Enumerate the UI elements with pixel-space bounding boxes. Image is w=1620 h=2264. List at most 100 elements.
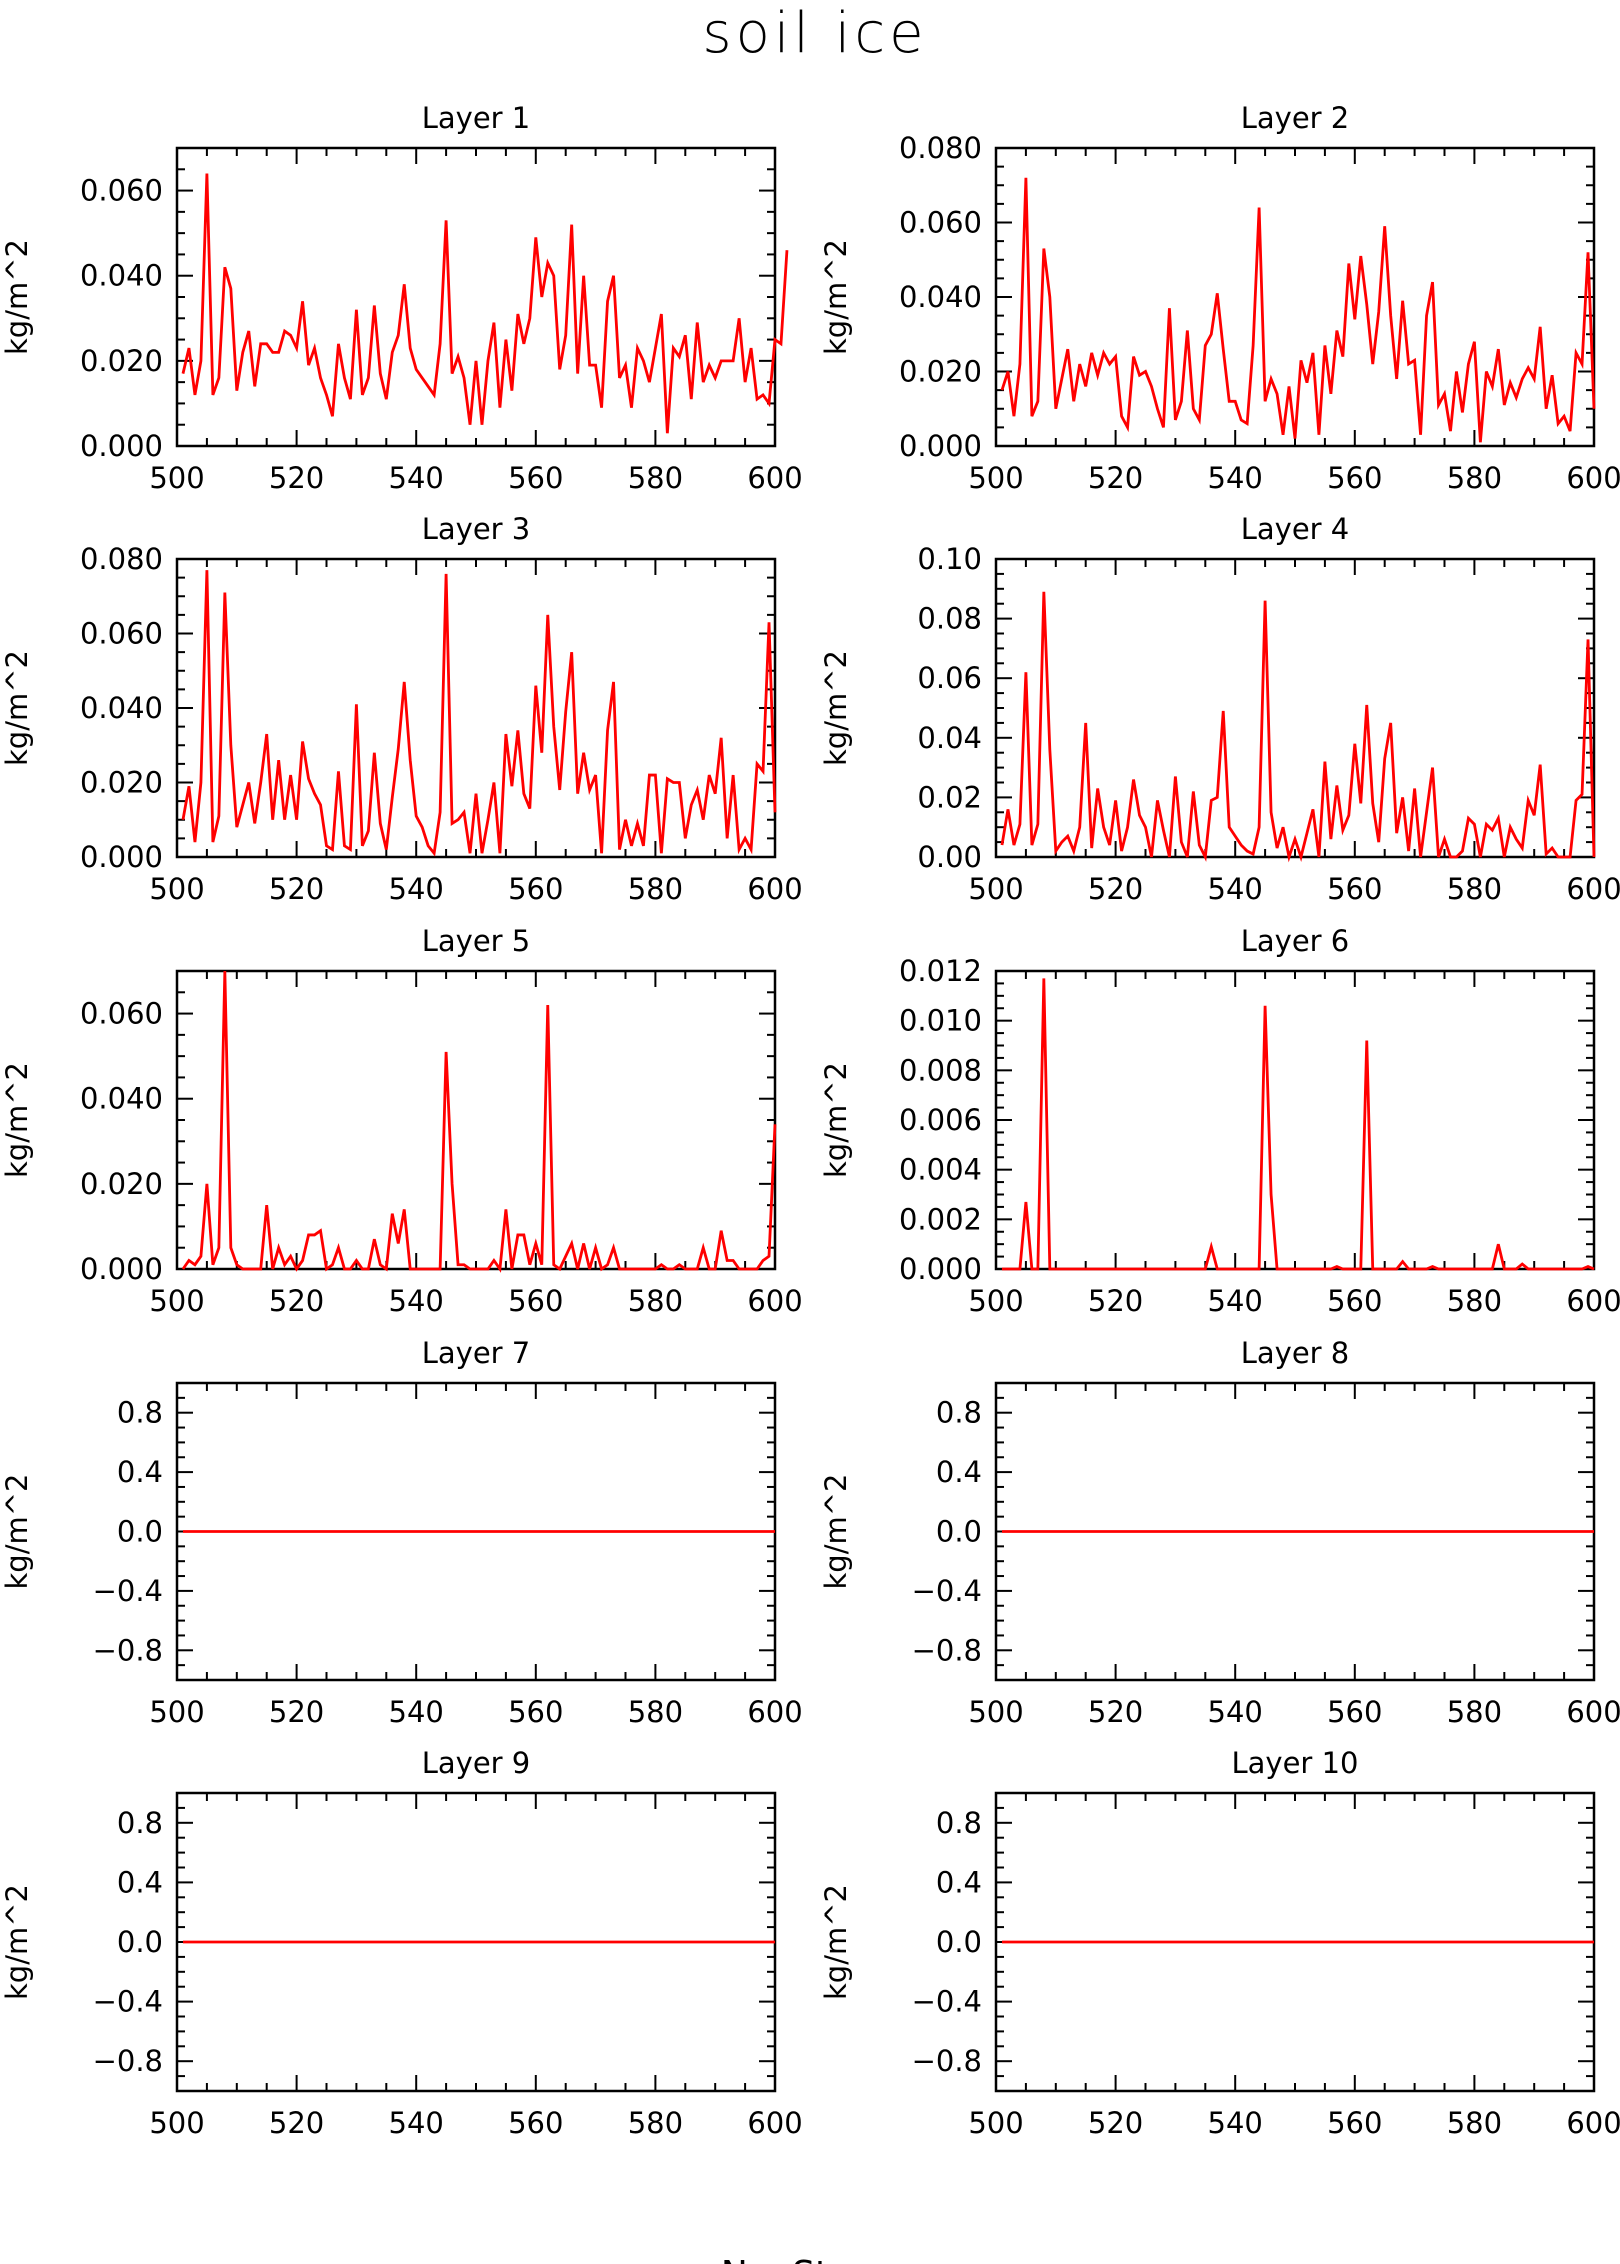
y-axis-label: kg/m^2 — [0, 650, 34, 766]
panel-title: Layer 3 — [422, 512, 531, 546]
y-tick-label: 0.060 — [80, 997, 163, 1031]
series-line — [181, 570, 777, 857]
y-axis-label: kg/m^2 — [819, 1474, 853, 1590]
x-tick-label: 560 — [508, 1284, 563, 1318]
plot-frame — [175, 146, 777, 448]
x-tick-label: 600 — [747, 1695, 802, 1729]
x-tick-label: 500 — [968, 2106, 1023, 2140]
y-axis-label: kg/m^2 — [819, 1884, 853, 2000]
y-tick-label: −0.4 — [912, 1574, 982, 1608]
plot-frame — [175, 557, 777, 859]
x-tick-label: 600 — [747, 1284, 802, 1318]
figure-xlabel: No. St — [721, 2254, 829, 2264]
panel-title: Layer 6 — [1241, 924, 1350, 958]
panel-title: Layer 9 — [422, 1746, 531, 1780]
x-tick-label: 540 — [1208, 2106, 1263, 2140]
panel-layer-5: 500 520 540 560 580 600 0.000 0.020 0.040 0.060 La… — [0, 924, 803, 1318]
series-line — [1000, 591, 1596, 863]
y-tick-label: 0.000 — [80, 1252, 163, 1286]
x-tick-label: 580 — [628, 461, 683, 495]
x-tick-label: 540 — [389, 1695, 444, 1729]
panel-title: Layer 2 — [1241, 101, 1350, 135]
x-tick-label: 600 — [1566, 1284, 1620, 1318]
panel-layer-4: 500 520 540 560 580 600 0.00 0.02 0.04 0.06 0.08 0.… — [819, 512, 1620, 906]
x-tick-label: 600 — [747, 461, 802, 495]
x-tick-label: 540 — [389, 2106, 444, 2140]
x-tick-label: 540 — [389, 461, 444, 495]
x-tick-label: 520 — [1088, 1695, 1143, 1729]
x-tick-label: 580 — [1447, 461, 1502, 495]
y-tick-label: 0.06 — [917, 661, 982, 695]
x-tick-label: 600 — [1566, 1695, 1620, 1729]
panel-title: Layer 10 — [1232, 1746, 1359, 1780]
x-tick-label: 600 — [747, 872, 802, 906]
x-tick-label: 580 — [628, 1695, 683, 1729]
y-tick-label: 0.040 — [899, 280, 982, 314]
x-tick-label: 500 — [149, 1284, 204, 1318]
x-tick-label: 520 — [1088, 461, 1143, 495]
panel-layer-9: 500 520 540 560 580 600 −0.8 −0.4 0.0 0.4 0.8 Layer… — [0, 1746, 803, 2140]
x-tick-label: 520 — [269, 2106, 324, 2140]
x-tick-label: 500 — [968, 1284, 1023, 1318]
y-tick-label: 0.012 — [899, 954, 982, 988]
x-tick-label: 540 — [1208, 1284, 1263, 1318]
y-tick-label: 0.080 — [80, 542, 163, 576]
y-tick-label: 0.040 — [80, 1082, 163, 1116]
y-tick-label: 0.000 — [899, 1252, 982, 1286]
y-tick-label: 0.080 — [899, 131, 982, 165]
x-tick-label: 600 — [747, 2106, 802, 2140]
figure-title: soil ice — [702, 1, 927, 66]
y-tick-label: 0.002 — [899, 1202, 982, 1236]
y-tick-label: 0.4 — [936, 1865, 982, 1899]
y-tick-label: 0.004 — [899, 1153, 982, 1187]
x-tick-label: 500 — [149, 461, 204, 495]
panel-title: Layer 5 — [422, 924, 531, 958]
x-tick-label: 540 — [1208, 461, 1263, 495]
x-tick-label: 600 — [1566, 461, 1620, 495]
series-line — [181, 970, 777, 1273]
y-tick-label: 0.040 — [80, 259, 163, 293]
x-tick-label: 600 — [1566, 2106, 1620, 2140]
x-tick-label: 580 — [1447, 1695, 1502, 1729]
x-tick-label: 520 — [1088, 1284, 1143, 1318]
y-tick-label: 0.020 — [80, 344, 163, 378]
x-tick-label: 560 — [1327, 461, 1382, 495]
y-tick-label: 0.006 — [899, 1103, 982, 1137]
y-axis-label: kg/m^2 — [0, 1062, 34, 1178]
x-tick-label: 520 — [269, 1695, 324, 1729]
series-line — [1001, 978, 1595, 1271]
panel-title: Layer 7 — [422, 1336, 531, 1370]
y-tick-label: 0.060 — [80, 617, 163, 651]
y-tick-label: 0.8 — [936, 1806, 982, 1840]
panel-layer-2: 500 520 540 560 580 600 0.000 0.020 0.040 0.060 0.… — [819, 101, 1620, 495]
x-tick-label: 540 — [1208, 1695, 1263, 1729]
series-line — [181, 173, 789, 434]
y-tick-label: 0.010 — [899, 1004, 982, 1038]
x-tick-label: 580 — [628, 872, 683, 906]
y-tick-label: 0.020 — [899, 355, 982, 389]
x-tick-label: 560 — [1327, 1695, 1382, 1729]
plot-frame — [994, 969, 1596, 1271]
x-tick-label: 560 — [508, 2106, 563, 2140]
panel-layer-1: 500 520 540 560 580 600 0.000 0.020 0.040 0.060 La… — [0, 101, 803, 495]
y-tick-label: 0.0 — [936, 1515, 982, 1549]
y-tick-label: −0.8 — [912, 1633, 982, 1667]
x-tick-label: 560 — [508, 461, 563, 495]
plot-frame — [175, 969, 777, 1271]
x-tick-label: 520 — [269, 1284, 324, 1318]
y-tick-label: 0.4 — [936, 1455, 982, 1489]
y-tick-label: 0.040 — [80, 691, 163, 725]
y-tick-label: 0.02 — [917, 780, 982, 814]
x-tick-label: 580 — [1447, 872, 1502, 906]
y-tick-label: 0.020 — [80, 1167, 163, 1201]
x-tick-label: 520 — [269, 872, 324, 906]
y-tick-label: 0.060 — [80, 174, 163, 208]
x-tick-label: 500 — [149, 1695, 204, 1729]
x-tick-label: 560 — [1327, 1284, 1382, 1318]
y-tick-label: 0.0 — [936, 1925, 982, 1959]
x-tick-label: 560 — [1327, 2106, 1382, 2140]
y-tick-label: 0.00 — [917, 840, 982, 874]
y-axis-label: kg/m^2 — [0, 1474, 34, 1590]
y-tick-label: 0.10 — [917, 542, 982, 576]
y-tick-label: 0.04 — [917, 721, 982, 755]
